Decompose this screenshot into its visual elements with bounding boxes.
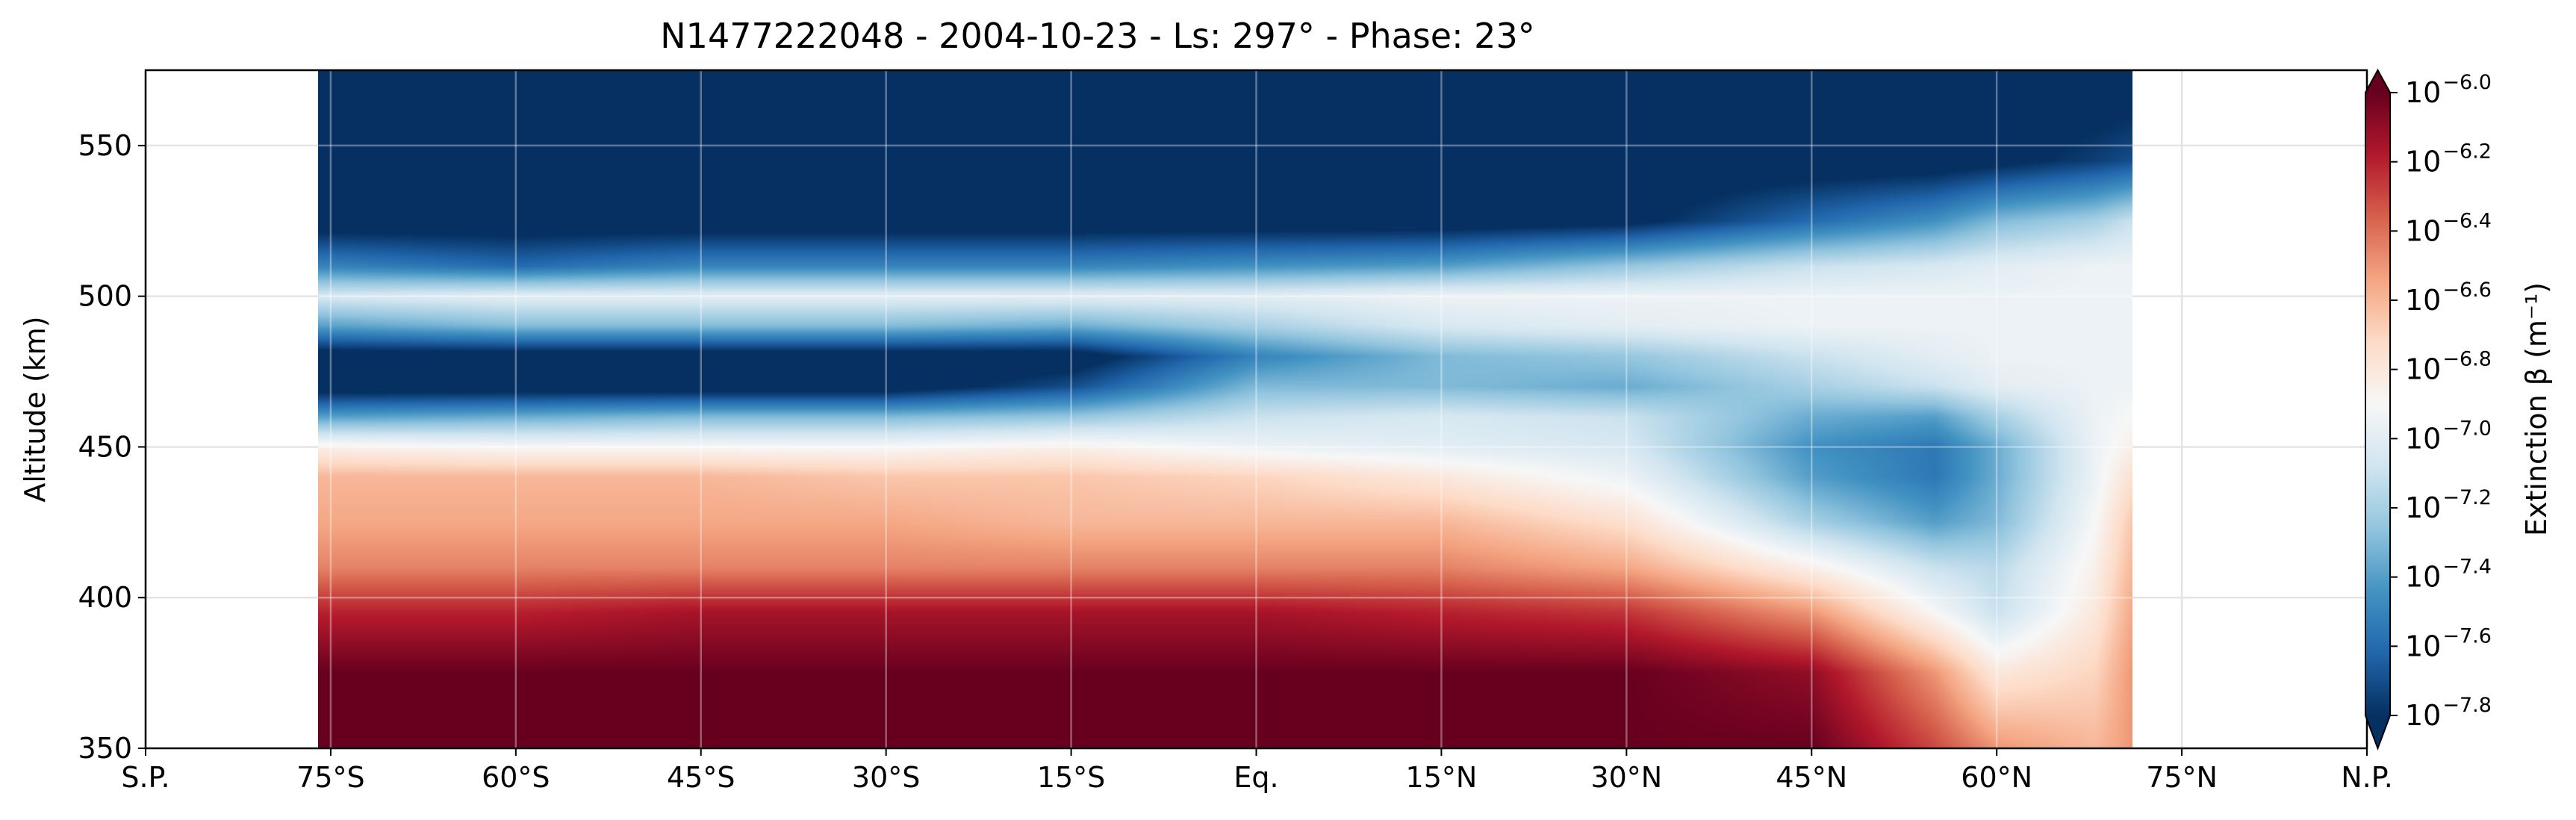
x-tick-label: 30°S	[852, 761, 920, 794]
colorbar-tick-label: 10−7.6	[2405, 624, 2492, 662]
colorbar-tick-label: 10−7.0	[2405, 417, 2492, 455]
colorbar-gradient	[2365, 93, 2390, 715]
colorbar-extend-top	[2365, 70, 2390, 93]
y-tick-label: 550	[78, 129, 132, 162]
y-tick-label: 500	[78, 280, 132, 313]
y-axis: 350 400 450 500 550	[78, 129, 146, 765]
x-tick-label: 15°N	[1406, 761, 1478, 794]
heatmap-image	[318, 70, 2133, 748]
x-tick-label: 75°N	[2146, 761, 2218, 794]
y-tick-label: 400	[78, 581, 132, 614]
colorbar-ticks: 10−6.0 10−6.2 10−6.4 10−6.6 10−6.8 10−7.0 10−7…	[2390, 71, 2492, 732]
x-tick-label: 60°S	[482, 761, 550, 794]
heatmap-canvas	[318, 70, 2133, 748]
colorbar-tick-label: 10−6.0	[2405, 71, 2492, 109]
colorbar-tick-label: 10−6.4	[2405, 209, 2492, 247]
x-axis: S.P. 75°S 60°S 45°S 30°S 15°S Eq. 15°N 30°N 45°N 6…	[121, 748, 2393, 794]
y-tick-label: 350	[78, 732, 132, 765]
colorbar-tick-label: 10−7.4	[2405, 556, 2492, 594]
x-tick-label: 75°S	[296, 761, 364, 794]
x-tick-label: 15°S	[1037, 761, 1105, 794]
x-tick-label: Eq.	[1233, 761, 1278, 794]
colorbar-tick-label: 10−6.2	[2405, 140, 2492, 178]
colorbar-tick-label: 10−6.6	[2405, 279, 2492, 317]
colorbar-tick-label: 10−7.8	[2405, 694, 2492, 732]
foreground-grid	[318, 70, 2132, 750]
colorbar-extend-bottom	[2365, 715, 2390, 748]
x-tick-label: 30°N	[1590, 761, 1662, 794]
chart-title: N1477222048 - 2004-10-23 - Ls: 297° - Ph…	[660, 16, 1534, 56]
x-tick-label: 45°N	[1776, 761, 1847, 794]
y-tick-label: 450	[78, 430, 132, 463]
colorbar-tick-label: 10−6.8	[2405, 348, 2492, 386]
x-tick-label: 60°N	[1961, 761, 2032, 794]
colorbar-tick-label: 10−7.2	[2405, 486, 2492, 524]
x-tick-label: 45°S	[667, 761, 735, 794]
plot-area	[144, 69, 2368, 750]
colorbar-label: Extinction β (m⁻¹)	[2520, 282, 2553, 536]
colorbar: 10−6.0 10−6.2 10−6.4 10−6.6 10−6.8 10−7.0 10−7…	[2365, 68, 2553, 751]
x-tick-label: N.P.	[2341, 761, 2393, 794]
y-axis-label: Altitude (km)	[19, 316, 52, 502]
x-tick-label: S.P.	[121, 761, 169, 794]
